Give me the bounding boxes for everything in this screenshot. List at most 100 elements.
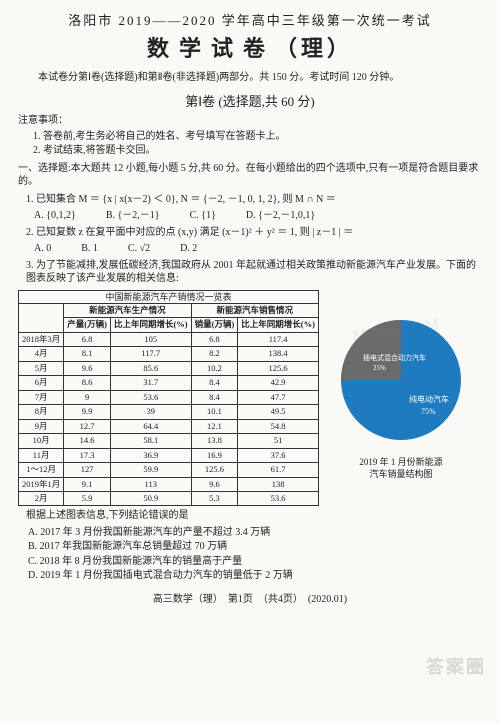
question-1: 1. 已知集合 M ＝ {x | x(x－2) ＜ 0}, N ＝ {－2, －…	[26, 193, 482, 207]
table-cell: 4月	[19, 347, 64, 361]
table-cell: 2018年3月	[19, 332, 64, 346]
table-cell: 37.6	[238, 448, 319, 462]
table-cell: 7月	[19, 390, 64, 404]
table-cell: 6.8	[191, 332, 238, 346]
table-cell: 47.7	[238, 390, 319, 404]
pie-caption-l1: 2019 年 1 月份新能源	[359, 456, 442, 468]
th-sale: 新能源汽车销售情况	[191, 303, 318, 317]
q2-choice-d: D. 2	[180, 242, 197, 256]
exam-header: 洛阳市 2019——2020 学年高中三年级第一次统一考试	[18, 12, 482, 30]
table-cell: 8.4	[191, 376, 238, 390]
table-cell: 9.6	[64, 361, 111, 375]
table-cell: 105	[110, 332, 191, 346]
watermark-logo: 答案圈	[426, 655, 486, 679]
table-cell: 2019年1月	[19, 477, 64, 491]
table-cell: 113	[110, 477, 191, 491]
notice-item-2: 2. 考试结束,将答题卡交回。	[18, 144, 482, 158]
table-cell: 8月	[19, 405, 64, 419]
th-prod: 新能源汽车生产情况	[64, 303, 191, 317]
table-cell: 10.1	[191, 405, 238, 419]
table-cell: 9	[64, 390, 111, 404]
q1-choices: A. {0,1,2} B. {－2,－1} C. {1} D. {－2,－1,0…	[34, 209, 482, 223]
table-row: 2月5.950.95.353.6	[19, 492, 319, 506]
th-prod-amt: 产量(万辆)	[64, 318, 111, 332]
th-sale-amt: 销量(万辆)	[191, 318, 238, 332]
table-row: 6月8.631.78.442.9	[19, 376, 319, 390]
pie-chart: 插电式混合动力汽车 25% 纯电动汽车 75%	[331, 310, 471, 450]
table-cell: 10月	[19, 434, 64, 448]
q2-choice-a: A. 0	[34, 242, 51, 256]
q3-ans-a: A. 2017 年 3 月份我国新能源汽车的产量不超过 3.4 万辆	[28, 526, 482, 540]
table-cell: 8.4	[191, 390, 238, 404]
q1-choice-d: D. {－2,－1,0,1}	[246, 209, 315, 223]
q2-choice-b: B. 1	[81, 242, 98, 256]
intro-text: 本试卷分第Ⅰ卷(选择题)和第Ⅱ卷(非选择题)两部分。共 150 分。考试时间 1…	[18, 71, 482, 85]
table-cell: 8.6	[64, 376, 111, 390]
q1-choice-a: A. {0,1,2}	[34, 209, 76, 223]
table-cell: 10.2	[191, 361, 238, 375]
question-intro: 一、选择题:本大题共 12 小题,每小题 5 分,共 60 分。在每小题给出的四…	[18, 162, 482, 189]
table-cell: 31.7	[110, 376, 191, 390]
table-row: 2019年1月9.11139.6138	[19, 477, 319, 491]
pie-chart-wrap: 插电式混合动力汽车 25% 纯电动汽车 75% 2019 年 1 月份新能源 汽…	[331, 310, 471, 480]
table-row: 11月17.336.916.937.6	[19, 448, 319, 462]
table-cell: 12.1	[191, 419, 238, 433]
table-cell: 61.7	[238, 463, 319, 477]
title: 数学试卷（理）	[18, 34, 482, 64]
table-row: 1～12月12759.9125.661.7	[19, 463, 319, 477]
table-cell: 14.6	[64, 434, 111, 448]
table-row: 8月9.93910.149.5	[19, 405, 319, 419]
table-cell: 11月	[19, 448, 64, 462]
title-main: 数学试卷	[147, 36, 275, 61]
q1-choice-b: B. {－2,－1}	[106, 209, 160, 223]
table-row: 10月14.658.113.851	[19, 434, 319, 448]
pie-caption: 2019 年 1 月份新能源 汽车销量结构图	[359, 456, 442, 480]
table-cell: 117.4	[238, 332, 319, 346]
table-cell: 16.9	[191, 448, 238, 462]
data-table: 新能源汽车生产情况 新能源汽车销售情况 产量(万辆) 比上年同期增长(%) 销量…	[18, 303, 319, 507]
question-3: 3. 为了节能减排,发展低碳经济,我国政府从 2001 年起就通过相关政策推动新…	[26, 259, 482, 286]
q3-ans-c: C. 2018 年 8 月份我国新能源汽车的销量高于产量	[28, 555, 482, 569]
table-cell: 85.6	[110, 361, 191, 375]
table-title: 中国新能源汽车产销情况一览表	[18, 290, 319, 303]
q3-post-table: 根据上述图表信息,下列结论错误的是	[26, 509, 482, 523]
table-cell: 42.9	[238, 376, 319, 390]
table-cell: 6月	[19, 376, 64, 390]
table-cell: 5.9	[64, 492, 111, 506]
table-cell: 54.8	[238, 419, 319, 433]
table-row: 4月8.1117.78.2138.4	[19, 347, 319, 361]
table-cell: 9.6	[191, 477, 238, 491]
table-cell: 9.9	[64, 405, 111, 419]
q3-ans-d: D. 2019 年 1 月份我国插电式混合动力汽车的销量低于 2 万辆	[28, 569, 482, 583]
notice-item-1: 1. 答卷前,考生务必将自己的姓名、考号填写在答题卡上。	[18, 130, 482, 144]
pie-caption-l2: 汽车销量结构图	[359, 468, 442, 480]
table-cell: 59.9	[110, 463, 191, 477]
pie-label-ev-1: 纯电动汽车	[409, 394, 449, 404]
q1-choice-c: C. {1}	[190, 209, 216, 223]
table-head-1: 新能源汽车生产情况 新能源汽车销售情况	[19, 303, 319, 317]
table-cell: 13.8	[191, 434, 238, 448]
table-row: 7月953.68.447.7	[19, 390, 319, 404]
table-row: 9月12.764.412.154.8	[19, 419, 319, 433]
table-cell: 8.1	[64, 347, 111, 361]
table-cell: 51	[238, 434, 319, 448]
table-cell: 9.1	[64, 477, 111, 491]
table-cell: 2月	[19, 492, 64, 506]
pie-label-ev-pct: 75%	[421, 407, 436, 416]
th-sale-pct: 比上年同期增长(%)	[238, 318, 319, 332]
table-cell: 58.1	[110, 434, 191, 448]
table-row: 2018年3月6.81056.8117.4	[19, 332, 319, 346]
table-cell: 12.7	[64, 419, 111, 433]
page-footer: 高三数学（理） 第1页 （共4页） (2020.01)	[18, 593, 482, 607]
table-cell: 138	[238, 477, 319, 491]
pie-slice-phev	[341, 320, 401, 380]
th-prod-pct: 比上年同期增长(%)	[110, 318, 191, 332]
pie-label-phev-1: 插电式混合动力汽车	[363, 353, 426, 362]
table-cell: 53.6	[110, 390, 191, 404]
table-cell: 117.7	[110, 347, 191, 361]
table-head-2: 产量(万辆) 比上年同期增长(%) 销量(万辆) 比上年同期增长(%)	[19, 318, 319, 332]
th-blank	[19, 303, 64, 332]
table-cell: 138.4	[238, 347, 319, 361]
notice-label: 注意事项：	[18, 114, 482, 128]
table-cell: 5月	[19, 361, 64, 375]
